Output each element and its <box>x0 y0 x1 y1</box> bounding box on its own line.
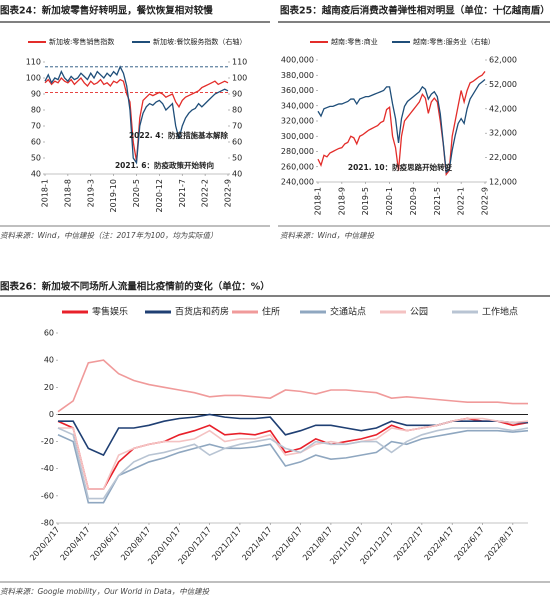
annotation: 2021. 6：防疫政策开始转向 <box>115 160 214 170</box>
y-tick-label: 0 <box>49 410 54 419</box>
y-tick-label: 70 <box>31 122 41 131</box>
y2-tick-label: 12,000 <box>489 178 517 187</box>
y-tick-label: 380,000 <box>281 71 314 80</box>
y2-tick-label: 32,000 <box>489 129 517 138</box>
x-tick-label: 2019-10 <box>109 179 118 212</box>
x-tick-label: 2018-1 <box>314 187 323 215</box>
x-tick-label: 2022-9 <box>481 187 490 215</box>
y-tick-label: 60 <box>31 138 41 147</box>
source-note: 资料来源：Google mobility，Our World in Data，中… <box>0 587 211 596</box>
x-tick-label: 2022-1 <box>457 187 466 215</box>
y-tick-label: 80 <box>31 106 41 115</box>
y-tick-label: 50 <box>31 154 41 163</box>
y-tick-label: 240,000 <box>281 178 314 187</box>
y2-tick-label: 50 <box>232 154 242 163</box>
series-line <box>44 65 229 165</box>
x-tick-label: 2019-5 <box>361 187 370 215</box>
y-tick-label: -60 <box>41 491 54 500</box>
y-tick-label: 40 <box>44 356 54 365</box>
legend-label: 越南:零售:服务业（右轴） <box>413 37 495 46</box>
series-line <box>57 359 528 413</box>
y-tick-label: 40 <box>31 170 41 179</box>
legend-label: 新加坡:餐饮服务指数（右轴） <box>153 37 246 46</box>
y-tick-label: 320,000 <box>281 117 314 126</box>
legend-label: 百货店和药房 <box>175 306 229 318</box>
y-tick-label: 60 <box>44 329 54 338</box>
series-line <box>57 429 529 504</box>
x-tick-label: 2020-9 <box>409 187 418 215</box>
y2-tick-label: 42,000 <box>489 104 517 113</box>
y-tick-label: 400,000 <box>281 56 314 65</box>
legend-label: 零售娱乐 <box>92 306 128 318</box>
y-tick-label: 300,000 <box>281 132 314 141</box>
x-tick-label: 2018-1 <box>41 179 50 207</box>
annotation: 2022. 4：防疫措施基本解除 <box>129 130 229 140</box>
series-line <box>57 427 529 500</box>
y-tick-label: -80 <box>41 519 54 528</box>
y-tick-label: 100 <box>26 74 41 83</box>
y2-tick-label: 62,000 <box>489 56 517 65</box>
legend-label: 新加坡:零售销售指数 <box>49 37 114 46</box>
x-tick-label: 2021-5 <box>433 187 442 215</box>
chart-title: 图表26：新加坡不同场所人流量相比疫情前的变化（单位：%） <box>0 281 270 293</box>
legend-label: 越南:零售:商业 <box>331 37 378 46</box>
y2-tick-label: 110 <box>232 58 247 67</box>
series-line <box>317 71 486 177</box>
y-tick-label: 280,000 <box>281 147 314 156</box>
x-tick-label: 2019-3 <box>86 179 95 207</box>
y-tick-label: 110 <box>26 58 41 67</box>
annotation: 2021. 10：防疫思路开始转变 <box>348 162 453 172</box>
y-tick-label: 260,000 <box>281 162 314 171</box>
x-tick-label: 2020-1 <box>385 187 394 215</box>
chart-title: 图表25：越南疫后消费改善弹性相对明显（单位：十亿越南盾） <box>280 5 550 17</box>
y-tick-label: 20 <box>44 383 54 392</box>
x-tick-label: 2021-7 <box>178 179 187 207</box>
y2-tick-label: 60 <box>232 138 242 147</box>
y2-tick-label: 90 <box>232 90 242 99</box>
legend-label: 住所 <box>262 306 280 318</box>
source-note: 资料来源：Wind，中信建投（注：2017年为100，均为实际值） <box>0 231 217 240</box>
y2-tick-label: 40 <box>232 170 242 179</box>
y-tick-label: 90 <box>31 90 41 99</box>
y-tick-label: -40 <box>41 464 54 473</box>
series-line <box>317 79 486 174</box>
y-tick-label: -20 <box>41 437 54 446</box>
legend-label: 公园 <box>410 307 428 318</box>
x-tick-label: 2022-2 <box>201 179 210 207</box>
y2-tick-label: 22,000 <box>489 153 517 162</box>
x-tick-label: 2022-9 <box>224 179 233 207</box>
x-tick-label: 2018-8 <box>63 179 72 207</box>
legend-label: 交通站点 <box>330 306 366 318</box>
y-tick-label: 340,000 <box>281 101 314 110</box>
source-note: 资料来源：Wind，中信建投 <box>280 231 376 240</box>
y-tick-label: 360,000 <box>281 86 314 95</box>
x-tick-label: 2020-12 <box>155 179 164 212</box>
series-line <box>58 417 529 490</box>
chart-title: 图表24：新加坡零售好转明显，餐饮恢复相对较慢 <box>0 5 213 17</box>
y2-tick-label: 100 <box>232 74 247 83</box>
x-tick-label: 2018-9 <box>337 187 346 215</box>
y2-tick-label: 52,000 <box>489 80 517 89</box>
legend-label: 工作地点 <box>482 306 518 318</box>
y2-tick-label: 80 <box>232 106 242 115</box>
x-tick-label: 2020-5 <box>132 179 141 207</box>
y2-tick-label: 70 <box>232 122 242 131</box>
